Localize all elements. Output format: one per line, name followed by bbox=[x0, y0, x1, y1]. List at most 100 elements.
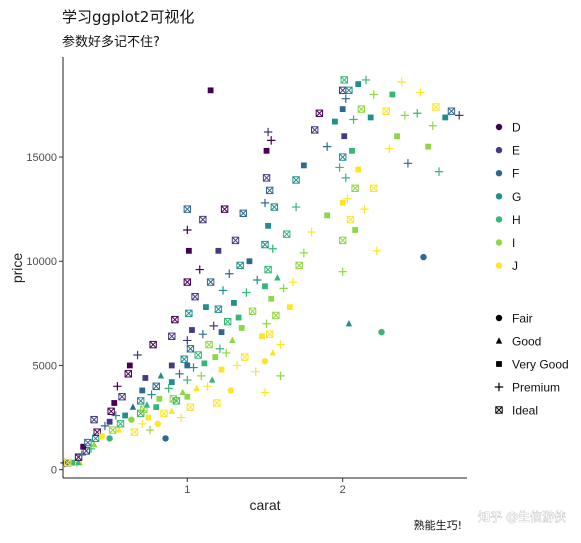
data-point bbox=[185, 247, 192, 254]
legend-item-cut-premium: Premium bbox=[494, 381, 560, 395]
legend-label: H bbox=[512, 213, 521, 227]
data-point bbox=[253, 275, 262, 285]
data-point bbox=[400, 111, 410, 120]
data-point bbox=[229, 336, 236, 344]
data-point bbox=[338, 236, 347, 245]
data-point bbox=[77, 450, 86, 460]
legend-key bbox=[495, 406, 503, 414]
data-point bbox=[143, 401, 151, 408]
data-point bbox=[372, 246, 382, 256]
y-tick-label: 10000 bbox=[26, 256, 57, 268]
data-point bbox=[90, 415, 98, 424]
data-point bbox=[335, 163, 344, 172]
data-point bbox=[195, 265, 204, 274]
data-point bbox=[382, 107, 390, 115]
data-point bbox=[168, 332, 176, 340]
data-point bbox=[340, 76, 348, 84]
data-point bbox=[115, 426, 123, 433]
data-point bbox=[183, 205, 192, 213]
data-point bbox=[109, 426, 117, 434]
data-point bbox=[235, 314, 242, 321]
data-point bbox=[183, 278, 192, 286]
data-point bbox=[262, 319, 271, 328]
data-point bbox=[262, 283, 268, 290]
data-point bbox=[324, 212, 331, 219]
data-point bbox=[332, 118, 338, 125]
data-point bbox=[139, 387, 146, 394]
data-point bbox=[239, 209, 247, 218]
data-point bbox=[118, 393, 126, 401]
legend-key bbox=[495, 193, 503, 200]
data-point bbox=[183, 375, 192, 385]
data-point bbox=[455, 111, 464, 120]
x-tick-label: 1 bbox=[184, 484, 190, 496]
legend-label: Very Good bbox=[512, 358, 569, 372]
data-point bbox=[442, 114, 449, 121]
data-point bbox=[193, 384, 200, 391]
data-point bbox=[208, 376, 216, 383]
data-point bbox=[147, 390, 156, 399]
data-point bbox=[225, 269, 234, 278]
data-point bbox=[75, 458, 82, 466]
data-point bbox=[236, 261, 244, 270]
data-point bbox=[349, 115, 358, 124]
data-point bbox=[201, 360, 208, 367]
data-point bbox=[265, 330, 274, 338]
data-point bbox=[207, 87, 214, 94]
data-point bbox=[260, 388, 270, 397]
y-tick-label: 5000 bbox=[33, 360, 57, 372]
legend-item-color-F: F bbox=[495, 167, 519, 181]
data-point bbox=[246, 258, 253, 265]
caption: 熟能生巧! bbox=[414, 518, 462, 532]
data-point bbox=[261, 240, 269, 249]
data-point bbox=[183, 336, 192, 345]
data-point bbox=[315, 109, 324, 117]
data-point bbox=[133, 350, 142, 360]
data-point bbox=[385, 144, 394, 153]
data-point bbox=[389, 91, 396, 98]
data-point bbox=[180, 355, 188, 363]
data-point bbox=[378, 328, 385, 336]
data-point bbox=[279, 284, 288, 293]
legend-key bbox=[496, 361, 502, 367]
legend-item-color-I: I bbox=[495, 236, 515, 250]
data-point bbox=[106, 418, 113, 425]
data-point bbox=[154, 420, 161, 428]
data-point bbox=[447, 107, 456, 115]
data-point bbox=[107, 407, 115, 416]
data-point bbox=[149, 340, 157, 349]
data-point bbox=[153, 404, 160, 411]
data-point bbox=[238, 325, 245, 331]
data-point bbox=[175, 369, 184, 378]
data-point bbox=[242, 288, 251, 297]
data-point bbox=[176, 413, 186, 422]
data-point bbox=[189, 327, 195, 333]
data-point bbox=[283, 230, 291, 238]
data-point bbox=[199, 215, 207, 224]
data-point bbox=[416, 88, 425, 97]
data-point bbox=[263, 147, 270, 154]
data-point bbox=[231, 236, 240, 245]
data-point bbox=[267, 136, 276, 145]
data-point bbox=[432, 103, 440, 111]
data-point bbox=[184, 393, 191, 400]
data-point bbox=[260, 198, 270, 208]
legend-label: Ideal bbox=[512, 404, 538, 418]
data-point bbox=[197, 371, 206, 381]
data-point bbox=[218, 286, 228, 295]
data-point bbox=[268, 295, 275, 302]
data-point bbox=[341, 173, 350, 183]
legend-item-cut-fair: Fair bbox=[495, 312, 533, 326]
data-point bbox=[69, 459, 76, 466]
data-point bbox=[162, 435, 169, 442]
x-axis-title: carat bbox=[249, 497, 280, 513]
data-point bbox=[136, 397, 145, 405]
data-point bbox=[203, 304, 209, 310]
data-point bbox=[413, 109, 422, 118]
data-point bbox=[265, 186, 274, 195]
data-point bbox=[343, 194, 352, 203]
data-point bbox=[341, 94, 350, 103]
data-point bbox=[157, 372, 165, 379]
